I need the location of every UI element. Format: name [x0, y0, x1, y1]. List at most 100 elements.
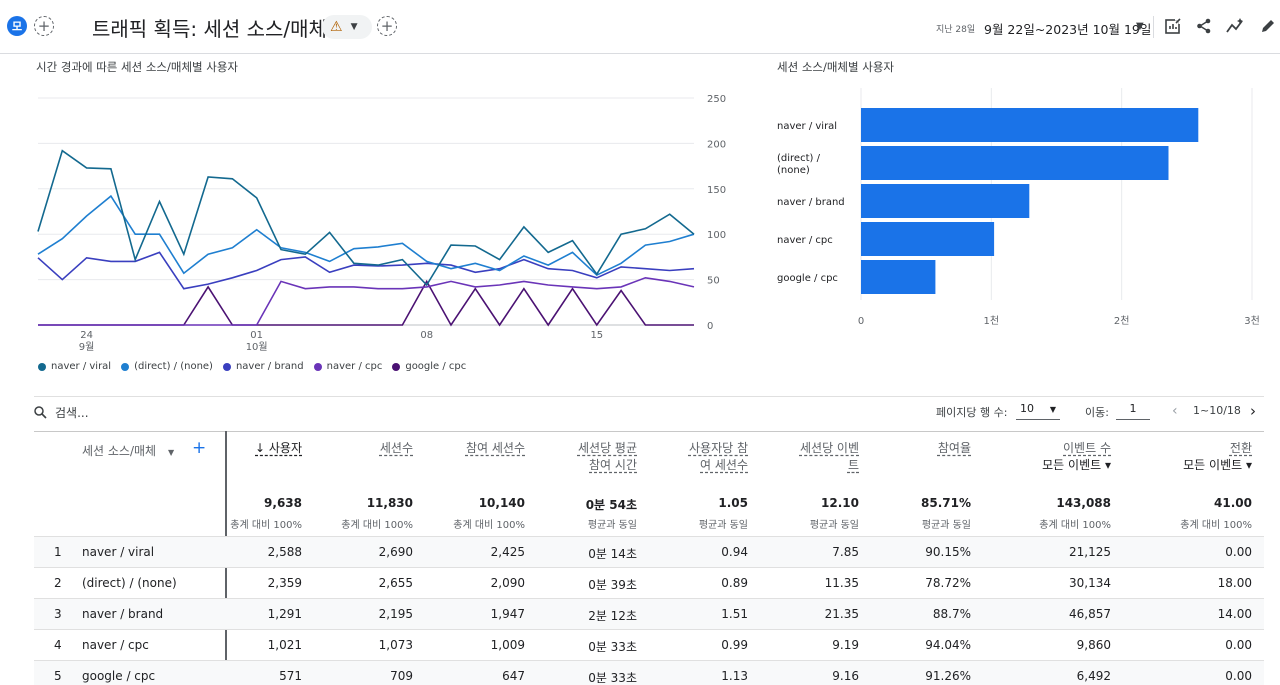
total-comparison: 총계 대비 100% — [1180, 520, 1252, 531]
rows-per-page-value: 10 — [1020, 402, 1034, 415]
column-header[interactable]: 전환 모든 이벤트 ▾ — [1142, 440, 1252, 474]
legend-label: google / cpc — [405, 361, 467, 372]
bar[interactable] — [861, 184, 1030, 218]
total-value: 11,830 — [366, 496, 413, 510]
legend-item[interactable]: naver / brand — [222, 361, 304, 372]
x-tick-label: 08 — [420, 330, 433, 341]
total-value: 9,638 — [264, 496, 302, 510]
legend-item[interactable]: google / cpc — [392, 361, 466, 372]
add-comparison-button[interactable]: + — [34, 16, 54, 36]
legend-item[interactable]: naver / viral — [38, 361, 111, 372]
table-row[interactable]: 1 naver / viral 2,588 2,690 2,425 0분 14초 0.94 7… — [34, 536, 1264, 567]
x-tick-month-label: 9월 — [79, 341, 95, 353]
total-value: 0분 54초 — [585, 498, 637, 512]
column-header-sublabel[interactable]: 모든 이벤트 ▾ — [1042, 458, 1111, 472]
column-header-label: 사용자당 참 — [688, 441, 748, 455]
row-metric-value: 0.00 — [1225, 545, 1252, 559]
row-metric-value: 1,021 — [267, 638, 302, 652]
bar-chart[interactable]: 0 1천 2천 3천 naver / viral (direct) /(none) nave… — [760, 80, 1280, 340]
chevron-down-icon: ▼ — [350, 22, 358, 32]
section-divider — [34, 396, 1264, 397]
legend-dot — [313, 362, 322, 371]
edit-icon[interactable] — [1256, 14, 1280, 38]
table-row[interactable]: 3 naver / brand 1,291 2,195 1,947 2분 12초 1.51 2… — [34, 598, 1264, 629]
column-header-sublabel[interactable]: 모든 이벤트 ▾ — [1183, 458, 1252, 472]
row-metric-value: 2,588 — [267, 545, 302, 559]
row-dimension-value[interactable]: naver / cpc — [82, 638, 149, 652]
row-metric-value: 0분 33초 — [588, 671, 637, 685]
date-range-picker[interactable]: 9월 22일~2023년 10월 19일 — [984, 22, 1152, 37]
bar[interactable] — [861, 108, 1199, 142]
bar[interactable] — [861, 260, 936, 294]
column-header[interactable]: 참여율 — [861, 440, 971, 457]
row-index: 3 — [54, 607, 62, 621]
line-chart-title: 시간 경과에 따른 세션 소스/매체별 사용자 — [36, 60, 239, 74]
column-header[interactable]: ↓ 사용자 — [192, 440, 302, 457]
table-row[interactable]: 4 naver / cpc 1,021 1,073 1,009 0분 33초 0.99 9.1… — [34, 629, 1264, 660]
column-header-label: 세션당 평균 — [577, 441, 637, 455]
dimension-header-label: 세션 소스/매체 — [82, 444, 157, 458]
series-line-naver-viral[interactable] — [37, 149, 695, 287]
column-header[interactable]: 세션수 — [303, 440, 413, 457]
search-icon — [34, 406, 47, 419]
row-metric-value: 0.89 — [721, 576, 748, 590]
series-line--direct-none-[interactable] — [37, 194, 695, 277]
prev-page-icon[interactable]: ‹ — [1172, 403, 1178, 419]
warning-chip[interactable]: ⚠ ▼ — [322, 15, 372, 39]
chevron-down-icon[interactable]: ▼ — [167, 448, 175, 457]
column-header-label: ↓ 사용자 — [255, 441, 302, 455]
total-value: 12.10 — [821, 496, 859, 510]
row-metric-value: 2,425 — [490, 545, 525, 559]
insights-icon[interactable] — [1223, 14, 1247, 38]
next-page-icon[interactable]: › — [1250, 402, 1256, 420]
table-row[interactable]: 2 (direct) / (none) 2,359 2,655 2,090 0분 39초 0… — [34, 567, 1264, 598]
column-header-label: 세션수 — [379, 441, 413, 455]
date-range-dropdown-icon[interactable]: ▼ — [1136, 21, 1144, 32]
row-dimension-value[interactable]: (direct) / (none) — [82, 576, 177, 590]
y-tick-label: 0 — [707, 321, 713, 332]
row-metric-value: 0분 39초 — [588, 578, 637, 592]
row-metric-value: 0.99 — [721, 638, 748, 652]
total-comparison: 총계 대비 100% — [1039, 520, 1111, 531]
row-metric-value: 9.16 — [832, 669, 859, 683]
dimension-header[interactable]: 세션 소스/매체 ▼ — [82, 443, 174, 461]
bar[interactable] — [861, 222, 995, 256]
x-tick-label: 2천 — [1114, 315, 1130, 327]
bar[interactable] — [861, 146, 1169, 180]
series-line-naver-cpc[interactable] — [38, 276, 695, 326]
column-header[interactable]: 이벤트 수 모든 이벤트 ▾ — [1001, 440, 1111, 474]
rows-per-page-select[interactable]: 10 ▼ — [1016, 402, 1060, 420]
series-line-naver-brand[interactable] — [37, 251, 695, 290]
search-input[interactable]: 검색... — [55, 406, 89, 420]
column-header[interactable]: 참여 세션수 — [415, 440, 525, 457]
row-metric-value: 46,857 — [1069, 607, 1111, 621]
legend-item[interactable]: (direct) / (none) — [121, 361, 213, 372]
goto-page-input[interactable]: 1 — [1116, 402, 1150, 420]
row-dimension-value[interactable]: naver / viral — [82, 545, 155, 559]
legend-label: (direct) / (none) — [134, 361, 213, 372]
page-range-label: 1~10/18 — [1193, 404, 1241, 417]
table-row[interactable]: 5 google / cpc 571 709 647 0분 33초 1.13 9.16 91.2… — [34, 660, 1264, 685]
table-search[interactable]: 검색... — [34, 404, 89, 421]
row-metric-value: 1,073 — [378, 638, 413, 652]
x-tick-label: 24 — [80, 330, 93, 341]
column-header[interactable]: 세션당 평균 참여 시간 — [527, 440, 637, 474]
legend-dot — [222, 362, 231, 371]
share-icon[interactable] — [1192, 14, 1216, 38]
legend-item[interactable]: naver / cpc — [313, 361, 382, 372]
add-dimension-icon[interactable]: + — [192, 438, 207, 458]
row-metric-value: 2,655 — [378, 576, 413, 590]
property-avatar[interactable]: 모 — [7, 16, 27, 36]
row-dimension-value[interactable]: naver / brand — [82, 607, 164, 621]
row-metric-value: 571 — [279, 669, 302, 683]
row-dimension-value[interactable]: google / cpc — [82, 669, 156, 683]
customize-report-icon[interactable] — [1161, 14, 1185, 38]
row-metric-value: 21.35 — [824, 607, 859, 621]
column-header[interactable]: 세션당 이벤 트 — [749, 440, 859, 474]
row-metric-value: 1,291 — [267, 607, 302, 621]
add-filter-button[interactable]: + — [377, 16, 397, 36]
chevron-down-icon: ▼ — [1049, 405, 1056, 414]
row-metric-value: 2,359 — [267, 576, 302, 590]
